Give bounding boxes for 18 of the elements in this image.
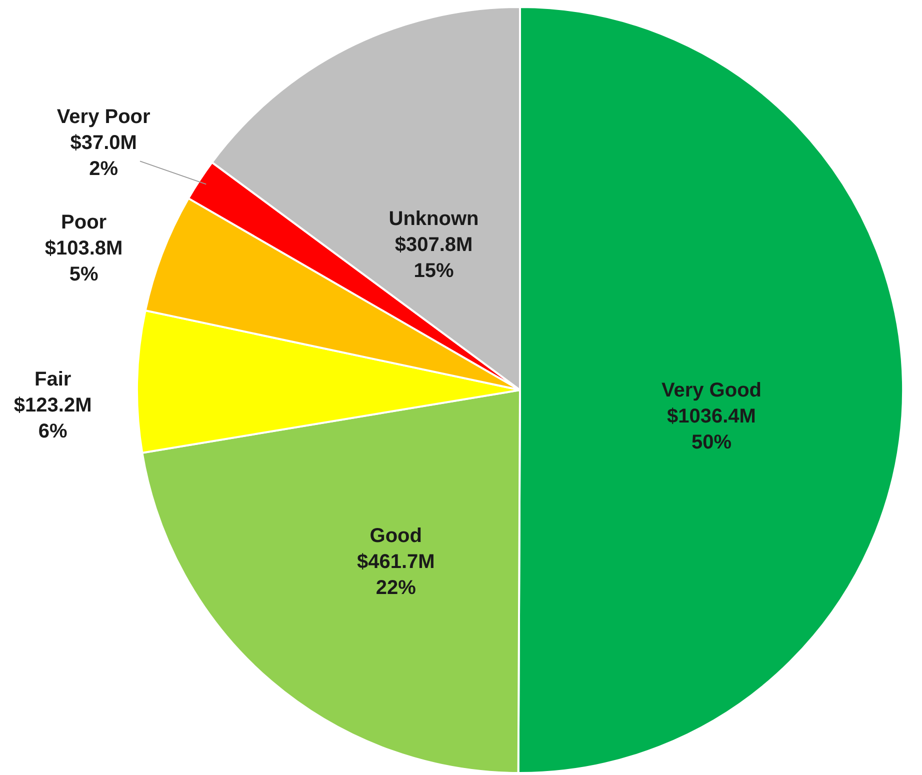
data-label: $103.8M	[44, 238, 123, 260]
data-label: $307.8M	[394, 234, 473, 256]
slice-label: Very Poor	[56, 106, 151, 128]
text: 2%	[89, 158, 118, 180]
data-label: $37.0M	[70, 132, 137, 154]
data-label: $123.2M	[14, 394, 92, 417]
text: 5%	[69, 264, 98, 286]
data-label: $1036.4M	[667, 405, 756, 428]
slice-label: Unknown	[388, 208, 479, 230]
data-label: $461.7M	[356, 550, 435, 573]
text: 22%	[376, 576, 416, 599]
slice-label: Very Good	[661, 379, 762, 402]
slice-label: Poor	[61, 212, 107, 234]
text: 50%	[691, 431, 732, 454]
slice-label: Good	[370, 524, 422, 547]
text: 15%	[414, 260, 454, 282]
text: 6%	[38, 420, 68, 443]
slice-label: Fair	[34, 368, 72, 391]
